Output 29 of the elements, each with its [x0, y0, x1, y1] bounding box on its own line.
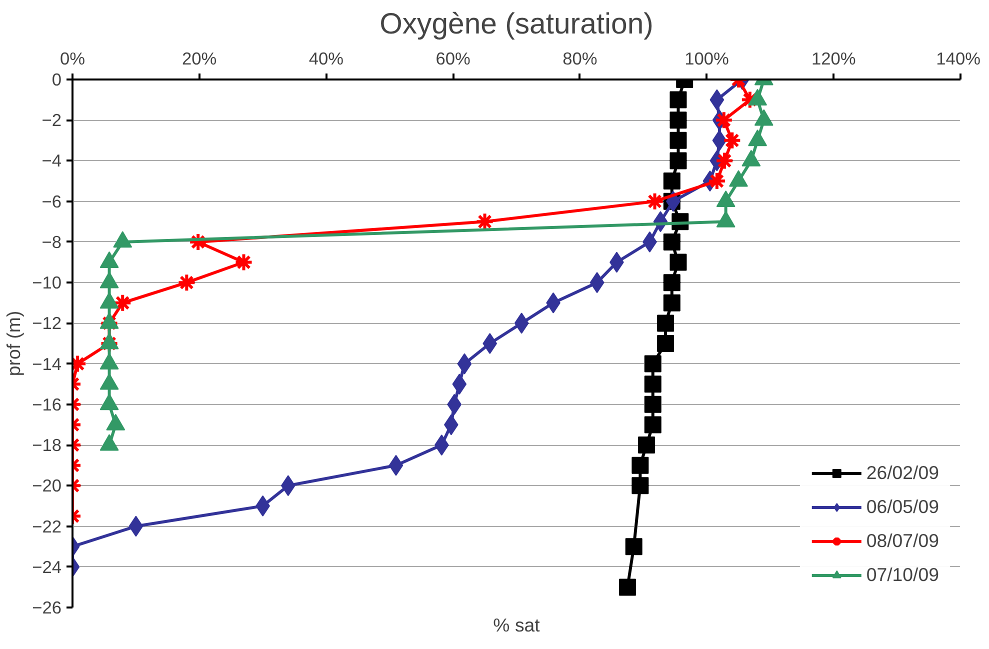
- x-tick-label: 20%: [182, 48, 217, 68]
- y-axis-title: prof (m): [3, 310, 24, 376]
- y-tick-label: −14: [32, 354, 62, 374]
- y-tick-label: −18: [32, 435, 62, 456]
- x-axis-title: % sat: [493, 614, 541, 636]
- legend-label: 26/02/09: [866, 462, 939, 484]
- x-tick-label: 80%: [562, 48, 598, 68]
- chart-title: Oxygène (saturation): [380, 8, 654, 40]
- y-tick-label: −8: [42, 232, 62, 252]
- y-tick-label: −20: [32, 476, 62, 496]
- y-tick-label: −22: [32, 516, 62, 536]
- y-tick-label: −26: [32, 598, 62, 618]
- x-tick-label: 60%: [436, 48, 470, 68]
- y-tick-label: −2: [42, 110, 62, 130]
- legend-label: 06/05/09: [866, 496, 939, 518]
- y-tick-label: −4: [42, 150, 62, 171]
- y-tick-label: −24: [32, 556, 62, 577]
- legend-label: 07/10/09: [866, 564, 939, 586]
- x-tick-label: 40%: [308, 48, 344, 68]
- x-tick-label: 140%: [936, 48, 981, 68]
- y-tick-label: −6: [42, 191, 62, 212]
- legend-label: 08/07/09: [866, 530, 939, 552]
- x-tick-label: 100%: [684, 48, 729, 68]
- y-tick-label: −16: [32, 394, 62, 414]
- y-tick-label: −12: [32, 313, 62, 334]
- x-tick-label: 0%: [60, 48, 86, 68]
- y-tick-label: −10: [32, 272, 62, 293]
- y-tick-label: 0: [52, 70, 62, 90]
- x-tick-label: 120%: [811, 48, 856, 68]
